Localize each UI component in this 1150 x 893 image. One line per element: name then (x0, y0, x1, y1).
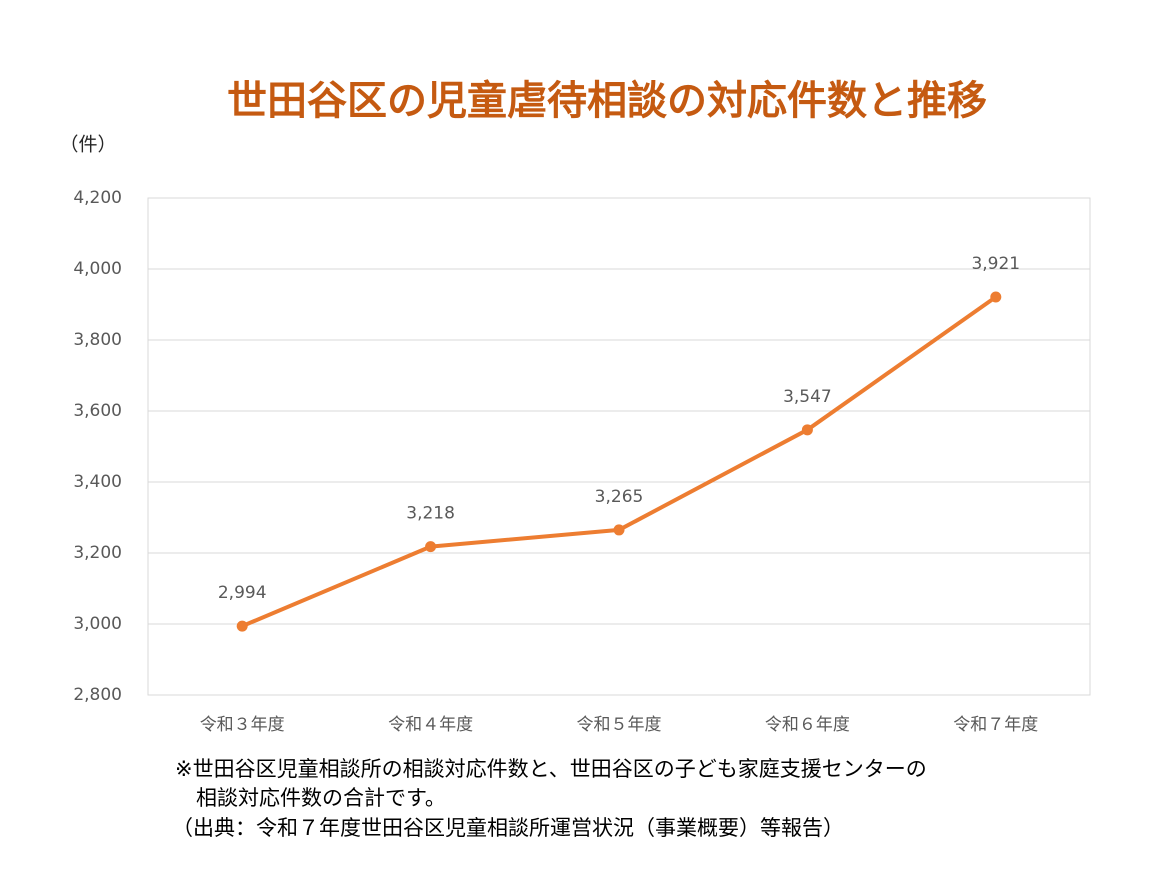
plot-area (147, 197, 1091, 696)
y-tick-label: 3,800 (73, 330, 122, 350)
y-axis-label: （件） (59, 134, 116, 156)
x-tick-label: 令和５年度 (577, 715, 662, 735)
y-tick-label: 4,000 (73, 259, 122, 279)
data-point (613, 524, 625, 536)
data-point (425, 541, 437, 553)
x-tick-label: 令和７年度 (953, 715, 1038, 735)
data-point (801, 424, 813, 436)
note: 相談対応件数の合計です。 (196, 786, 446, 810)
y-tick-label: 2,800 (73, 685, 122, 705)
data-point (236, 620, 248, 632)
x-tick-label: 令和４年度 (388, 715, 473, 735)
data-label: 3,547 (783, 387, 832, 407)
x-tick-label: 令和６年度 (765, 715, 850, 735)
data-point (990, 291, 1002, 303)
y-tick-label: 4,200 (73, 188, 122, 208)
data-label: 3,921 (971, 254, 1020, 274)
note: （出典：令和７年度世田谷区児童相談所運営状況（事業概要）等報告） (172, 816, 844, 840)
data-label: 2,994 (218, 583, 267, 603)
data-line (241, 295, 997, 628)
y-tick-label: 3,400 (73, 472, 122, 492)
data-label: 3,218 (406, 504, 455, 524)
chart-title: 世田谷区の児童虐待相談の対応件数と推移 (227, 78, 987, 124)
x-tick-label: 令和３年度 (200, 715, 285, 735)
y-tick-label: 3,600 (73, 401, 122, 421)
y-tick-label: 3,000 (73, 614, 122, 634)
data-label: 3,265 (595, 487, 644, 507)
y-tick-label: 3,200 (73, 543, 122, 563)
note: ※世田谷区児童相談所の相談対応件数と、世田谷区の子ども家庭支援センターの (175, 757, 927, 781)
